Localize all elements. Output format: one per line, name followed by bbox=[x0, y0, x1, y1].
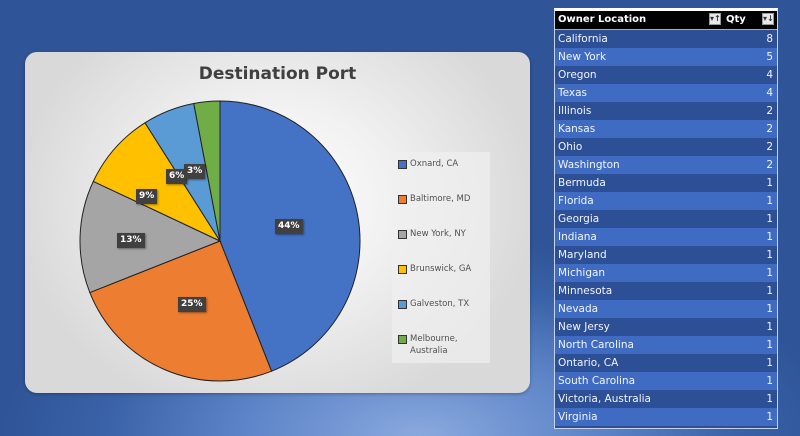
cell-owner-location[interactable]: Ohio bbox=[558, 141, 583, 153]
table-row[interactable]: Victoria, Australia 1 bbox=[555, 390, 777, 408]
data-label-baltimore: 25% bbox=[178, 297, 206, 312]
cell-qty[interactable]: 1 bbox=[766, 393, 773, 405]
table-row[interactable]: Bermuda 1 bbox=[555, 174, 777, 192]
cell-qty[interactable]: 1 bbox=[766, 303, 773, 315]
cell-qty[interactable]: 1 bbox=[766, 339, 773, 351]
cell-qty[interactable]: 1 bbox=[766, 195, 773, 207]
legend-swatch-icon bbox=[398, 265, 407, 274]
table-row[interactable]: Virginia 1 bbox=[555, 408, 777, 426]
pivot-table: Owner Location ▾↑ Qty ▾↓ California 8 New … bbox=[554, 8, 778, 429]
cell-owner-location[interactable]: New Jersy bbox=[558, 321, 610, 333]
cell-owner-location[interactable]: Washington bbox=[558, 159, 620, 171]
legend-swatch-icon bbox=[398, 160, 407, 169]
table-header: Owner Location ▾↑ Qty ▾↓ bbox=[555, 11, 777, 30]
cell-qty[interactable]: 1 bbox=[766, 267, 773, 279]
cell-owner-location[interactable]: Florida bbox=[558, 195, 594, 207]
legend-item-melbourne: Melbourne, Australia bbox=[398, 333, 468, 357]
legend-swatch-icon bbox=[398, 230, 407, 239]
cell-owner-location[interactable]: Minnesota bbox=[558, 285, 613, 297]
table-row[interactable]: North Carolina 1 bbox=[555, 336, 777, 354]
legend-swatch-icon bbox=[398, 335, 407, 344]
cell-owner-location[interactable]: Bermuda bbox=[558, 177, 606, 189]
data-label-melbourne: 3% bbox=[184, 164, 206, 179]
cell-owner-location[interactable]: Illinois bbox=[558, 105, 592, 117]
cell-qty[interactable]: 1 bbox=[766, 357, 773, 369]
cell-qty[interactable]: 2 bbox=[766, 141, 773, 153]
cell-qty[interactable]: 8 bbox=[766, 33, 773, 45]
table-row[interactable]: New York 5 bbox=[555, 48, 777, 66]
cell-qty[interactable]: 5 bbox=[766, 51, 773, 63]
cell-qty[interactable]: 1 bbox=[766, 213, 773, 225]
table-row[interactable]: Kansas 2 bbox=[555, 120, 777, 138]
table-row[interactable]: Michigan 1 bbox=[555, 264, 777, 282]
data-label-galveston: 6% bbox=[166, 169, 188, 184]
header-qty[interactable]: Qty ▾↓ bbox=[726, 13, 774, 25]
cell-owner-location[interactable]: Maryland bbox=[558, 249, 607, 261]
table-row[interactable]: South Carolina 1 bbox=[555, 372, 777, 390]
table-row[interactable]: California 8 bbox=[555, 30, 777, 48]
cell-owner-location[interactable]: Kansas bbox=[558, 123, 596, 135]
cell-owner-location[interactable]: Virginia bbox=[558, 411, 598, 423]
table-row[interactable]: Maryland 1 bbox=[555, 246, 777, 264]
table-row[interactable]: Nevada 1 bbox=[555, 300, 777, 318]
pie-slice[interactable] bbox=[92, 122, 222, 243]
table-row[interactable]: Ontario, CA 1 bbox=[555, 354, 777, 372]
cell-owner-location[interactable]: Nevada bbox=[558, 303, 599, 315]
cell-qty[interactable]: 4 bbox=[766, 87, 773, 99]
cell-qty[interactable]: 1 bbox=[766, 321, 773, 333]
table-body: California 8 New York 5 Oregon 4 Texas 4 Illinoi… bbox=[555, 30, 777, 426]
sort-filter-icon[interactable]: ▾↓ bbox=[762, 13, 774, 25]
table-row[interactable]: Georgia 1 bbox=[555, 210, 777, 228]
cell-owner-location[interactable]: North Carolina bbox=[558, 339, 634, 351]
legend-swatch-icon bbox=[398, 300, 407, 309]
table-row[interactable]: Florida 1 bbox=[555, 192, 777, 210]
legend-item-baltimore: Baltimore, MD bbox=[398, 193, 470, 205]
pie-slice[interactable] bbox=[79, 180, 222, 294]
data-label-oxnard: 44% bbox=[275, 219, 303, 234]
table-row[interactable]: Oregon 4 bbox=[555, 66, 777, 84]
cell-qty[interactable]: 1 bbox=[766, 285, 773, 297]
table-row[interactable]: Illinois 2 bbox=[555, 102, 777, 120]
data-label-brunswick: 9% bbox=[136, 189, 158, 204]
cell-qty[interactable]: 2 bbox=[766, 123, 773, 135]
data-label-newyork: 13% bbox=[117, 233, 145, 248]
legend-item-brunswick: Brunswick, GA bbox=[398, 263, 471, 275]
cell-owner-location[interactable]: South Carolina bbox=[558, 375, 636, 387]
chart-legend: Oxnard, CA Baltimore, MD New York, NY Br… bbox=[392, 152, 490, 363]
chart-title: Destination Port bbox=[198, 64, 357, 84]
cell-owner-location[interactable]: Texas bbox=[558, 87, 588, 99]
cell-owner-location[interactable]: Georgia bbox=[558, 213, 600, 225]
cell-owner-location[interactable]: Victoria, Australia bbox=[558, 393, 651, 405]
cell-qty[interactable]: 1 bbox=[766, 231, 773, 243]
pie-slice[interactable] bbox=[193, 100, 221, 242]
cell-qty[interactable]: 2 bbox=[766, 159, 773, 171]
cell-owner-location[interactable]: California bbox=[558, 33, 608, 45]
legend-item-oxnard: Oxnard, CA bbox=[398, 158, 458, 170]
cell-qty[interactable]: 4 bbox=[766, 69, 773, 81]
table-row[interactable]: Ohio 2 bbox=[555, 138, 777, 156]
legend-item-newyork: New York, NY bbox=[398, 228, 466, 240]
cell-owner-location[interactable]: Michigan bbox=[558, 267, 606, 279]
cell-owner-location[interactable]: New York bbox=[558, 51, 607, 63]
legend-item-galveston: Galveston, TX bbox=[398, 298, 469, 310]
chart-area[interactable]: Destination Port 44% 25% 13% 9% 6% 3% Ox… bbox=[25, 52, 530, 393]
cell-qty[interactable]: 1 bbox=[766, 411, 773, 423]
cell-qty[interactable]: 1 bbox=[766, 249, 773, 261]
cell-qty[interactable]: 2 bbox=[766, 105, 773, 117]
table-row[interactable]: Washington 2 bbox=[555, 156, 777, 174]
cell-qty[interactable]: 1 bbox=[766, 177, 773, 189]
pie-slice[interactable] bbox=[219, 100, 361, 372]
table-row[interactable]: New Jersy 1 bbox=[555, 318, 777, 336]
table-row[interactable]: Texas 4 bbox=[555, 84, 777, 102]
header-owner-location[interactable]: Owner Location ▾↑ bbox=[558, 13, 721, 25]
cell-owner-location[interactable]: Oregon bbox=[558, 69, 597, 81]
sort-filter-icon[interactable]: ▾↑ bbox=[709, 13, 721, 25]
table-row[interactable]: Minnesota 1 bbox=[555, 282, 777, 300]
cell-qty[interactable]: 1 bbox=[766, 375, 773, 387]
legend-swatch-icon bbox=[398, 195, 407, 204]
table-row[interactable]: Indiana 1 bbox=[555, 228, 777, 246]
cell-owner-location[interactable]: Ontario, CA bbox=[558, 357, 619, 369]
cell-owner-location[interactable]: Indiana bbox=[558, 231, 597, 243]
